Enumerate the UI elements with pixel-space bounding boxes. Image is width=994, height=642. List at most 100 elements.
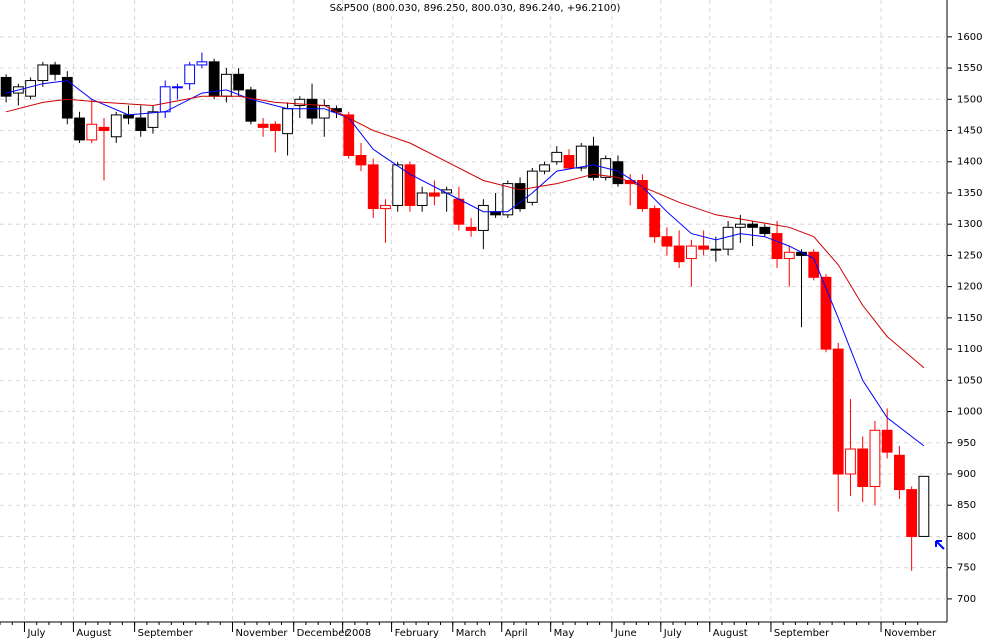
x-tick-label: February xyxy=(395,628,439,638)
candle-body xyxy=(429,192,440,197)
candle-body xyxy=(710,248,722,251)
candle-body xyxy=(282,108,293,135)
candle-body xyxy=(367,164,379,210)
y-tick-label: 1450 xyxy=(957,126,982,137)
candle-body xyxy=(588,145,599,178)
candle-body xyxy=(845,448,856,475)
candle-body xyxy=(220,73,232,97)
candle-body xyxy=(343,114,355,156)
candle-body xyxy=(820,276,832,350)
x-tick-label: September xyxy=(774,628,830,638)
candle-body xyxy=(0,76,12,97)
candle-body xyxy=(734,223,746,228)
candle-body xyxy=(661,236,673,247)
candle-body xyxy=(685,245,697,260)
x-tick-label: July xyxy=(26,628,45,638)
candle-body xyxy=(61,76,73,119)
candle-body xyxy=(25,80,36,97)
y-tick-label: 950 xyxy=(957,438,976,449)
y-tick-label: 1200 xyxy=(957,282,982,293)
candle-body xyxy=(37,64,49,82)
candle-body xyxy=(269,123,281,132)
candle-body xyxy=(159,86,171,113)
y-tick-label: 1100 xyxy=(957,344,982,355)
candle-body xyxy=(673,245,685,263)
candle-body xyxy=(612,161,624,185)
candle-body xyxy=(245,89,257,122)
candle-body xyxy=(380,204,391,210)
y-tick-label: 1150 xyxy=(957,313,982,324)
x-tick-label: August xyxy=(713,628,748,638)
candle-body xyxy=(539,164,550,172)
candle-body xyxy=(563,155,575,169)
candle-body xyxy=(172,86,183,89)
moving-average xyxy=(5,80,925,447)
candle-body xyxy=(637,179,648,210)
candle-body xyxy=(135,117,147,132)
candle-body xyxy=(771,233,783,260)
y-tick-label: 850 xyxy=(957,500,976,511)
x-tick-label: November xyxy=(236,628,289,638)
candle-body xyxy=(86,123,98,141)
candle-body xyxy=(575,145,587,169)
candle-body xyxy=(759,226,771,235)
x-tick-label: March xyxy=(456,628,486,638)
x-tick-label: May xyxy=(554,628,575,638)
y-tick-label: 700 xyxy=(957,594,976,605)
candle-body xyxy=(698,245,710,250)
y-tick-label: 900 xyxy=(957,469,976,480)
candle-body xyxy=(747,223,758,228)
candle-body xyxy=(233,73,245,91)
y-tick-label: 1000 xyxy=(957,407,982,418)
candle-body xyxy=(832,348,844,475)
y-tick-label: 750 xyxy=(957,563,976,574)
candle-body xyxy=(881,429,893,453)
candle-body xyxy=(906,489,918,537)
candle-body xyxy=(649,208,661,238)
x-tick-label: July xyxy=(663,628,682,638)
x-tick-label: 2008 xyxy=(346,628,371,638)
candle-body xyxy=(257,123,269,128)
y-tick-label: 1550 xyxy=(957,63,982,74)
candle-body xyxy=(110,114,122,138)
candle-body xyxy=(722,226,734,250)
y-tick-label: 1350 xyxy=(957,188,982,199)
moving-average xyxy=(5,95,925,369)
y-tick-label: 1250 xyxy=(957,250,982,261)
cursor-arrow xyxy=(935,540,945,550)
y-tick-label: 1300 xyxy=(957,219,982,230)
candle-body xyxy=(551,151,563,163)
candle-body xyxy=(74,117,85,141)
candle-body xyxy=(783,251,795,260)
x-tick-label: April xyxy=(505,628,528,638)
y-tick-label: 1050 xyxy=(957,375,982,386)
candle-body xyxy=(514,183,526,210)
candle-body xyxy=(392,164,404,206)
candle-body xyxy=(147,111,159,128)
y-tick-label: 1400 xyxy=(957,157,982,168)
y-tick-label: 1500 xyxy=(957,94,982,105)
candle-body xyxy=(894,454,905,491)
candle-body xyxy=(355,155,367,166)
x-tick-label: December xyxy=(297,628,350,638)
x-tick-label: August xyxy=(76,628,111,638)
candle-body xyxy=(502,183,514,216)
y-tick-label: 800 xyxy=(957,531,976,542)
candle-body xyxy=(869,429,881,487)
candle-body xyxy=(453,198,465,225)
x-tick-label: June xyxy=(614,628,637,638)
candle-body xyxy=(184,64,196,85)
candle-body xyxy=(404,164,416,206)
candle-body xyxy=(416,192,428,206)
y-tick-label: 1600 xyxy=(957,32,982,43)
candle-body xyxy=(196,61,208,66)
x-tick-label: November xyxy=(884,628,937,638)
candle-body xyxy=(465,226,477,231)
candle-body xyxy=(477,204,489,231)
x-tick-label: September xyxy=(138,628,194,638)
candle-body xyxy=(294,98,306,107)
candle-body xyxy=(49,64,61,75)
candle-body xyxy=(857,448,869,487)
